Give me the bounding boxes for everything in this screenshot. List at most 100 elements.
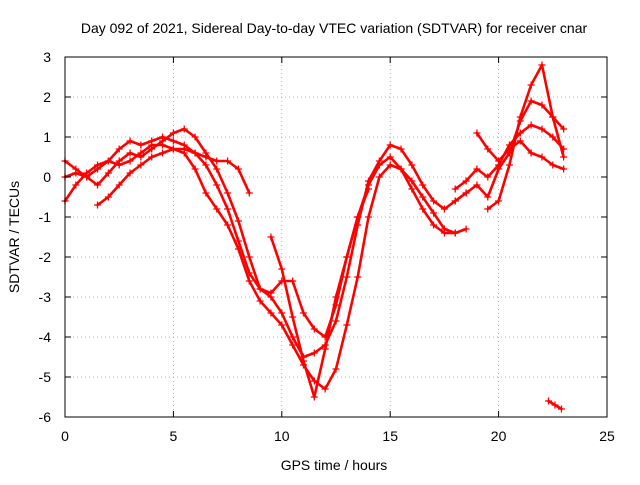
data-point bbox=[451, 185, 459, 193]
data-point bbox=[430, 209, 438, 217]
y-tick-label: 3 bbox=[43, 49, 51, 65]
data-point bbox=[560, 153, 568, 161]
data-point bbox=[278, 309, 286, 317]
data-point bbox=[202, 161, 210, 169]
data-point bbox=[289, 277, 297, 285]
data-point bbox=[343, 253, 351, 261]
data-point bbox=[419, 193, 427, 201]
data-point bbox=[560, 125, 568, 133]
y-tick-label: 1 bbox=[43, 129, 51, 145]
data-point bbox=[408, 161, 416, 169]
data-point bbox=[397, 145, 405, 153]
data-point bbox=[267, 309, 275, 317]
data-point bbox=[419, 181, 427, 189]
data-point bbox=[354, 213, 362, 221]
data-point bbox=[94, 181, 102, 189]
data-point bbox=[484, 145, 492, 153]
data-point bbox=[560, 165, 568, 173]
data-point bbox=[527, 97, 535, 105]
x-tick-label: 5 bbox=[170, 428, 178, 444]
data-point bbox=[289, 333, 297, 341]
data-point bbox=[375, 173, 383, 181]
y-tick-label: -2 bbox=[39, 249, 52, 265]
data-point bbox=[516, 137, 524, 145]
data-point bbox=[115, 145, 123, 153]
chart-title: Day 092 of 2021, Sidereal Day-to-day VTE… bbox=[81, 20, 588, 36]
data-point bbox=[213, 157, 221, 165]
data-point bbox=[365, 213, 373, 221]
plot-frame bbox=[64, 56, 608, 418]
data-point bbox=[256, 285, 264, 293]
data-point bbox=[126, 137, 134, 145]
data-point bbox=[126, 149, 134, 157]
data-point bbox=[386, 141, 394, 149]
data-point bbox=[83, 169, 91, 177]
data-point bbox=[551, 401, 559, 409]
data-point bbox=[310, 325, 318, 333]
series-arc-3 bbox=[94, 145, 459, 393]
data-point bbox=[538, 125, 546, 133]
series-arc-9 bbox=[473, 129, 568, 173]
data-point bbox=[148, 141, 156, 149]
series-arc-10 bbox=[544, 397, 565, 413]
data-point bbox=[299, 309, 307, 317]
data-point bbox=[224, 157, 232, 165]
data-point bbox=[224, 205, 232, 213]
data-point bbox=[505, 161, 513, 169]
data-point bbox=[343, 321, 351, 329]
x-tick-label: 15 bbox=[382, 428, 398, 444]
data-point bbox=[408, 177, 416, 185]
data-point bbox=[137, 149, 145, 157]
series-line bbox=[96, 147, 457, 391]
data-point bbox=[527, 121, 535, 129]
data-point bbox=[462, 225, 470, 233]
data-point bbox=[234, 165, 242, 173]
data-point bbox=[278, 265, 286, 273]
data-point bbox=[126, 169, 134, 177]
data-point bbox=[245, 253, 253, 261]
data-point bbox=[234, 245, 242, 253]
data-point bbox=[527, 149, 535, 157]
data-point bbox=[159, 133, 167, 141]
data-point bbox=[202, 189, 210, 197]
data-point bbox=[213, 165, 221, 173]
data-point bbox=[137, 141, 145, 149]
data-point bbox=[321, 385, 329, 393]
data-point bbox=[126, 157, 134, 165]
data-point bbox=[267, 293, 275, 301]
data-point bbox=[115, 161, 123, 169]
data-point bbox=[549, 113, 557, 121]
data-point bbox=[462, 177, 470, 185]
x-tick-label: 10 bbox=[274, 428, 290, 444]
data-point bbox=[505, 145, 513, 153]
data-point bbox=[430, 221, 438, 229]
data-point bbox=[408, 185, 416, 193]
data-point bbox=[375, 157, 383, 165]
data-point bbox=[159, 149, 167, 157]
data-point bbox=[213, 205, 221, 213]
data-point bbox=[332, 317, 340, 325]
data-point bbox=[538, 101, 546, 109]
data-point bbox=[473, 129, 481, 137]
data-point bbox=[245, 189, 253, 197]
data-point bbox=[544, 397, 552, 405]
data-point bbox=[245, 277, 253, 285]
data-point bbox=[473, 181, 481, 189]
series-line bbox=[486, 63, 565, 211]
series-arc-2 bbox=[61, 133, 470, 361]
data-point bbox=[72, 169, 80, 177]
data-point bbox=[354, 273, 362, 281]
data-point bbox=[332, 293, 340, 301]
series-line bbox=[453, 123, 565, 191]
data-point bbox=[267, 233, 275, 241]
data-point bbox=[180, 125, 188, 133]
data-point bbox=[527, 81, 535, 89]
data-point bbox=[159, 141, 167, 149]
series-line bbox=[269, 187, 370, 399]
data-point bbox=[256, 297, 264, 305]
data-point bbox=[213, 181, 221, 189]
y-axis-label: SDTVAR / TECUs bbox=[6, 181, 22, 293]
